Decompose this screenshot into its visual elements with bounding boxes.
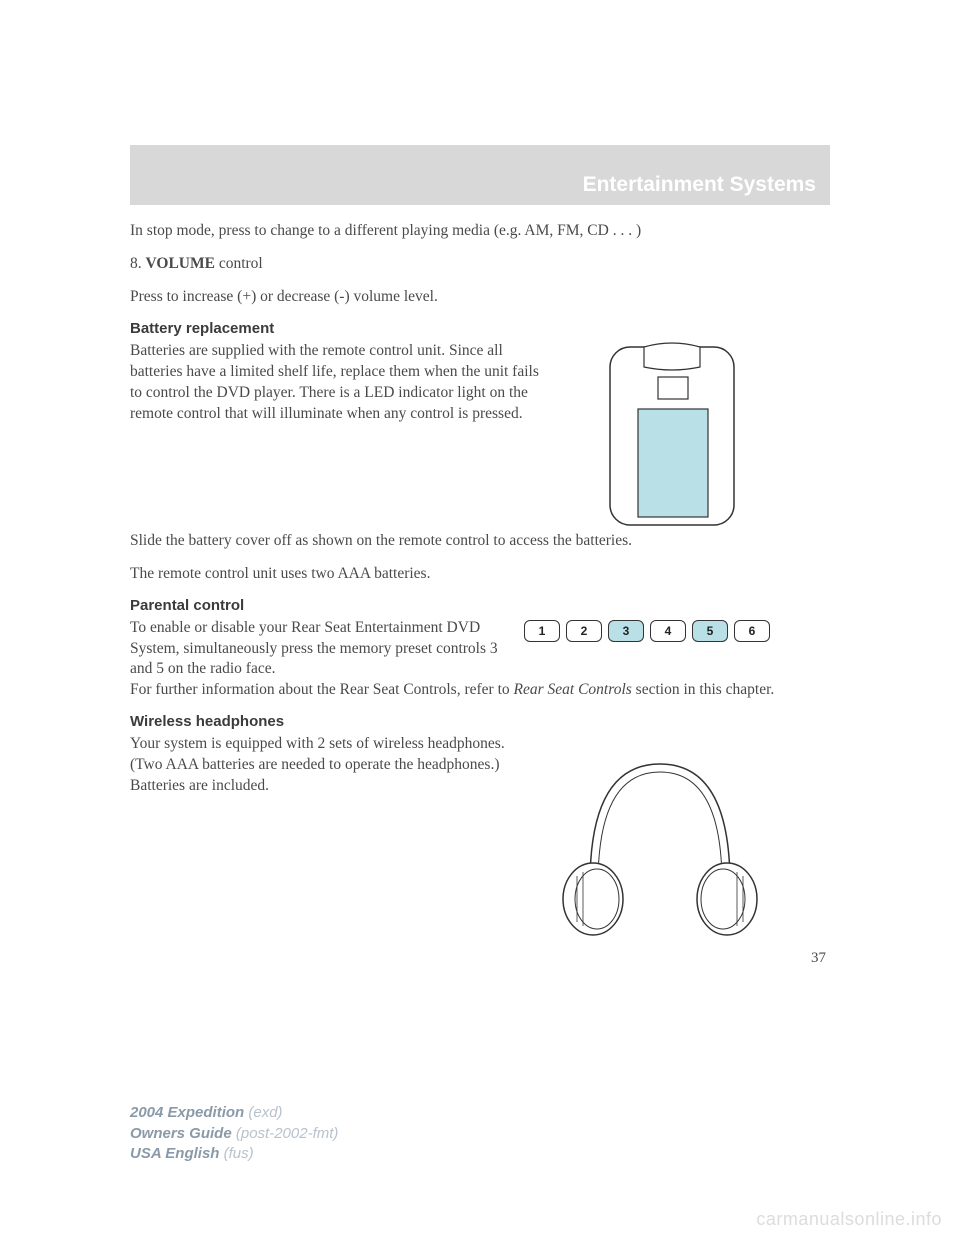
battery-p3: The remote control unit uses two AAA bat…: [130, 564, 830, 585]
remote-control-figure: [572, 341, 772, 531]
headphones-figure: [535, 734, 785, 944]
stopmode-text: In stop mode, press to change to a diffe…: [130, 221, 830, 242]
footer-l1b: (exd): [248, 1104, 282, 1121]
preset-button-1: 1: [524, 620, 560, 642]
volume-desc: Press to increase (+) or decrease (-) vo…: [130, 287, 830, 308]
chapter-title: Entertainment Systems: [583, 173, 816, 197]
preset-button-6: 6: [734, 620, 770, 642]
footer-l3a: USA English: [130, 1145, 224, 1162]
battery-p2: Slide the battery cover off as shown on …: [130, 531, 830, 552]
battery-heading: Battery replacement: [130, 320, 830, 337]
item8-num: 8.: [130, 255, 146, 272]
wireless-heading: Wireless headphones: [130, 713, 830, 730]
parental-p2b: section in this chapter.: [632, 681, 774, 698]
preset-button-4: 4: [650, 620, 686, 642]
parental-heading: Parental control: [130, 597, 830, 614]
footer-l2a: Owners Guide: [130, 1125, 236, 1142]
chapter-header: Entertainment Systems: [130, 145, 830, 205]
wireless-row: Your system is equipped with 2 sets of w…: [130, 734, 830, 944]
parental-p2a: For further information about the Rear S…: [130, 681, 514, 698]
preset-buttons-figure: 123456: [524, 620, 770, 642]
parental-p2i: Rear Seat Controls: [514, 681, 632, 698]
page-content: In stop mode, press to change to a diffe…: [130, 205, 830, 967]
parental-p2: For further information about the Rear S…: [130, 680, 830, 701]
page-number: 37: [130, 950, 830, 967]
preset-button-5: 5: [692, 620, 728, 642]
battery-row: Batteries are supplied with the remote c…: [130, 341, 830, 531]
item8-bold: VOLUME: [146, 255, 215, 272]
footer: 2004 Expedition (exd) Owners Guide (post…: [130, 1103, 338, 1164]
item8-rest: control: [215, 255, 263, 272]
footer-l1a: 2004 Expedition: [130, 1104, 248, 1121]
preset-button-2: 2: [566, 620, 602, 642]
parental-p1: To enable or disable your Rear Seat Ente…: [130, 618, 506, 681]
parental-row: To enable or disable your Rear Seat Ente…: [130, 618, 830, 681]
footer-l3b: (fus): [224, 1145, 254, 1162]
footer-l2b: (post-2002-fmt): [236, 1125, 339, 1142]
preset-button-3: 3: [608, 620, 644, 642]
wireless-p1: Your system is equipped with 2 sets of w…: [130, 734, 517, 797]
watermark: carmanualsonline.info: [756, 1209, 942, 1230]
battery-p1: Batteries are supplied with the remote c…: [130, 341, 554, 425]
item-8: 8. VOLUME control: [130, 254, 830, 275]
